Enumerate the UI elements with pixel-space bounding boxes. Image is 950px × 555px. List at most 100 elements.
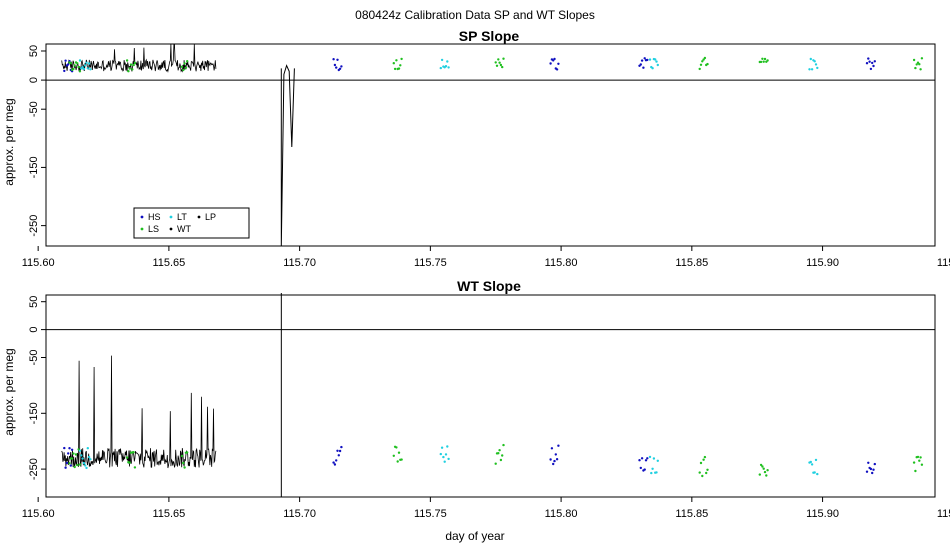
wt-sample-marker: [85, 466, 88, 470]
wt-sample-marker: [640, 457, 644, 460]
sp-sample-marker: [446, 60, 449, 63]
sp-sample-marker: [643, 57, 646, 60]
wt-sample-marker: [701, 474, 704, 478]
sp-sample-marker: [333, 63, 337, 67]
wt-slope-panel: WT Slope approx. per meg 50 0 -50 -150 -250 1…: [2, 278, 950, 520]
sp-sample-marker: [816, 66, 819, 70]
sp-sample-marker: [444, 65, 448, 68]
sp-sample-marker: [67, 63, 70, 66]
sp-x-tick-label: 115.85: [675, 257, 708, 269]
sp-legend: HS LT LP LS WT: [133, 207, 250, 239]
sp-sample-marker: [557, 62, 560, 65]
sp-sample-marker: [69, 62, 73, 65]
sp-sample-marker: [867, 57, 870, 60]
wt-sample-marker: [70, 448, 74, 451]
sp-sample-marker: [761, 57, 764, 60]
sp-slope-panel: SP Slope approx. per meg 50 0 -50 -150 -250 1…: [2, 28, 950, 269]
sp-sample-marker: [499, 63, 503, 67]
wt-sample-marker: [336, 449, 339, 452]
sp-legend-marker: [140, 215, 144, 219]
wt-sample-marker: [919, 456, 922, 459]
sp-sample-marker: [78, 59, 82, 62]
sp-sample-marker: [646, 58, 649, 62]
sp-sample-marker: [497, 58, 500, 61]
sp-y-tick-label: -250: [28, 215, 40, 237]
sp-sample-marker: [180, 65, 184, 69]
wt-sample-marker: [646, 457, 649, 460]
wt-sample-marker: [338, 449, 342, 453]
sp-sample-marker: [869, 67, 873, 71]
wt-sample-marker: [555, 458, 559, 461]
sp-sample-marker: [810, 68, 814, 71]
sp-sample-marker: [502, 57, 505, 60]
sp-legend-marker: [169, 215, 173, 219]
sp-sample-marker: [495, 64, 499, 68]
wt-sample-marker: [762, 467, 765, 470]
wt-sample-marker: [652, 457, 656, 460]
sp-sample-marker: [549, 62, 552, 65]
wt-sample-marker: [86, 447, 90, 450]
wt-sample-marker: [494, 462, 497, 465]
wt-sample-marker: [656, 459, 659, 462]
sp-sample-marker: [501, 65, 504, 69]
sp-legend-marker: [140, 227, 144, 231]
sp-sample-marker: [865, 62, 869, 65]
wt-sample-marker: [918, 459, 921, 462]
sp-x-tick-label: 115.70: [283, 257, 316, 269]
sp-x-tick-label: 115.90: [806, 257, 839, 269]
wt-sample-marker: [183, 466, 186, 469]
sp-sample-marker: [915, 63, 918, 66]
wt-sample-marker: [70, 457, 74, 460]
sp-sample-marker: [399, 64, 402, 67]
wt-series-segment: [61, 355, 217, 469]
wt-sample-marker: [916, 455, 920, 459]
wt-sample-marker: [78, 463, 82, 466]
sp-sample-marker: [87, 62, 91, 65]
sp-sample-marker: [640, 59, 644, 62]
sp-sample-marker: [131, 68, 134, 71]
wt-sample-marker: [397, 451, 401, 454]
sp-sample-marker: [868, 60, 871, 63]
wt-sample-marker: [395, 446, 398, 449]
sp-sample-marker: [763, 57, 767, 61]
sp-sample-marker: [766, 59, 769, 62]
wt-sample-marker: [873, 462, 876, 466]
sp-sample-marker: [553, 57, 556, 61]
wt-sample-marker: [758, 473, 761, 476]
wt-sample-marker: [766, 469, 769, 472]
sp-legend-label: LT: [177, 212, 187, 222]
wt-sample-marker: [554, 453, 557, 456]
wt-sample-marker: [912, 461, 916, 464]
sp-sample-marker: [332, 58, 335, 61]
wt-sample-marker: [89, 458, 92, 461]
sp-legend-label: WT: [177, 224, 191, 234]
wt-sample-marker: [132, 451, 135, 454]
sp-sample-marker: [76, 62, 79, 65]
sp-sample-marker: [63, 69, 66, 73]
wt-sample-marker: [68, 447, 71, 450]
wt-sample-marker: [765, 474, 768, 477]
wt-x-tick-label: 115.65: [152, 508, 185, 520]
sp-sample-marker: [127, 70, 130, 73]
sp-sample-marker: [919, 68, 922, 71]
wt-sample-marker: [706, 468, 709, 471]
wt-sample-marker: [865, 470, 869, 473]
wt-sample-marker: [186, 451, 189, 454]
sp-sample-marker: [64, 59, 67, 62]
wt-sample-marker: [867, 461, 870, 464]
wt-sample-marker: [74, 453, 78, 456]
wt-sample-marker: [133, 466, 137, 469]
wt-sample-marker: [78, 449, 82, 452]
sp-x-tick-label: 115.60: [22, 257, 55, 269]
wt-sample-marker: [761, 465, 764, 468]
wt-sample-marker: [871, 471, 874, 475]
wt-sample-marker: [180, 454, 184, 458]
wt-sample-marker: [703, 455, 707, 459]
wt-sample-marker: [501, 454, 504, 457]
sp-sample-marker: [439, 66, 442, 70]
sp-sample-marker: [651, 67, 654, 70]
sp-sample-marker: [642, 66, 645, 69]
sp-sample-marker: [814, 63, 818, 66]
wt-sample-marker: [332, 461, 335, 464]
